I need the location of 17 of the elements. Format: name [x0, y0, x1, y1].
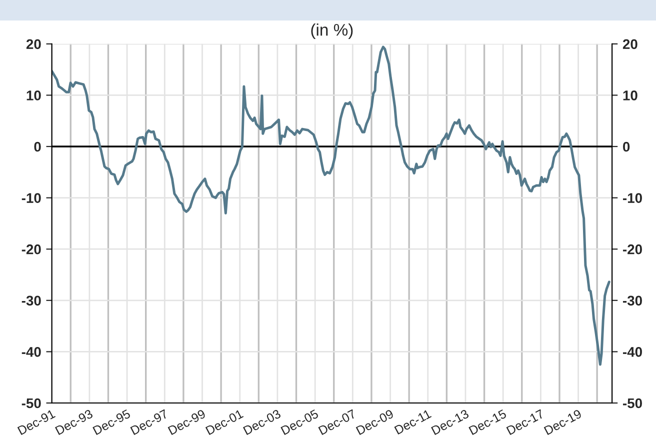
y2-tick-label: 20: [622, 39, 638, 50]
y-tick-label: -40: [22, 347, 41, 357]
y2-tick-label: 0: [623, 142, 630, 152]
y2-tick-label: -10: [623, 193, 642, 203]
y-tick-label: -20: [22, 244, 41, 254]
y2-tick-label: -40: [623, 347, 642, 357]
y-tick-label: 20: [26, 39, 41, 50]
y2-tick-label: -30: [623, 296, 642, 306]
y2-tick-label: 10: [623, 90, 638, 100]
y-tick-label: -50: [22, 398, 41, 408]
y2-tick-label: -50: [623, 398, 642, 408]
chart-title: (in %): [311, 23, 353, 40]
y2-tick-label: -20: [623, 244, 642, 254]
y-tick-label: -10: [22, 193, 41, 203]
y-tick-label: -30: [22, 296, 41, 306]
y-tick-label: 0: [34, 142, 41, 152]
y-tick-label: 10: [26, 90, 41, 100]
